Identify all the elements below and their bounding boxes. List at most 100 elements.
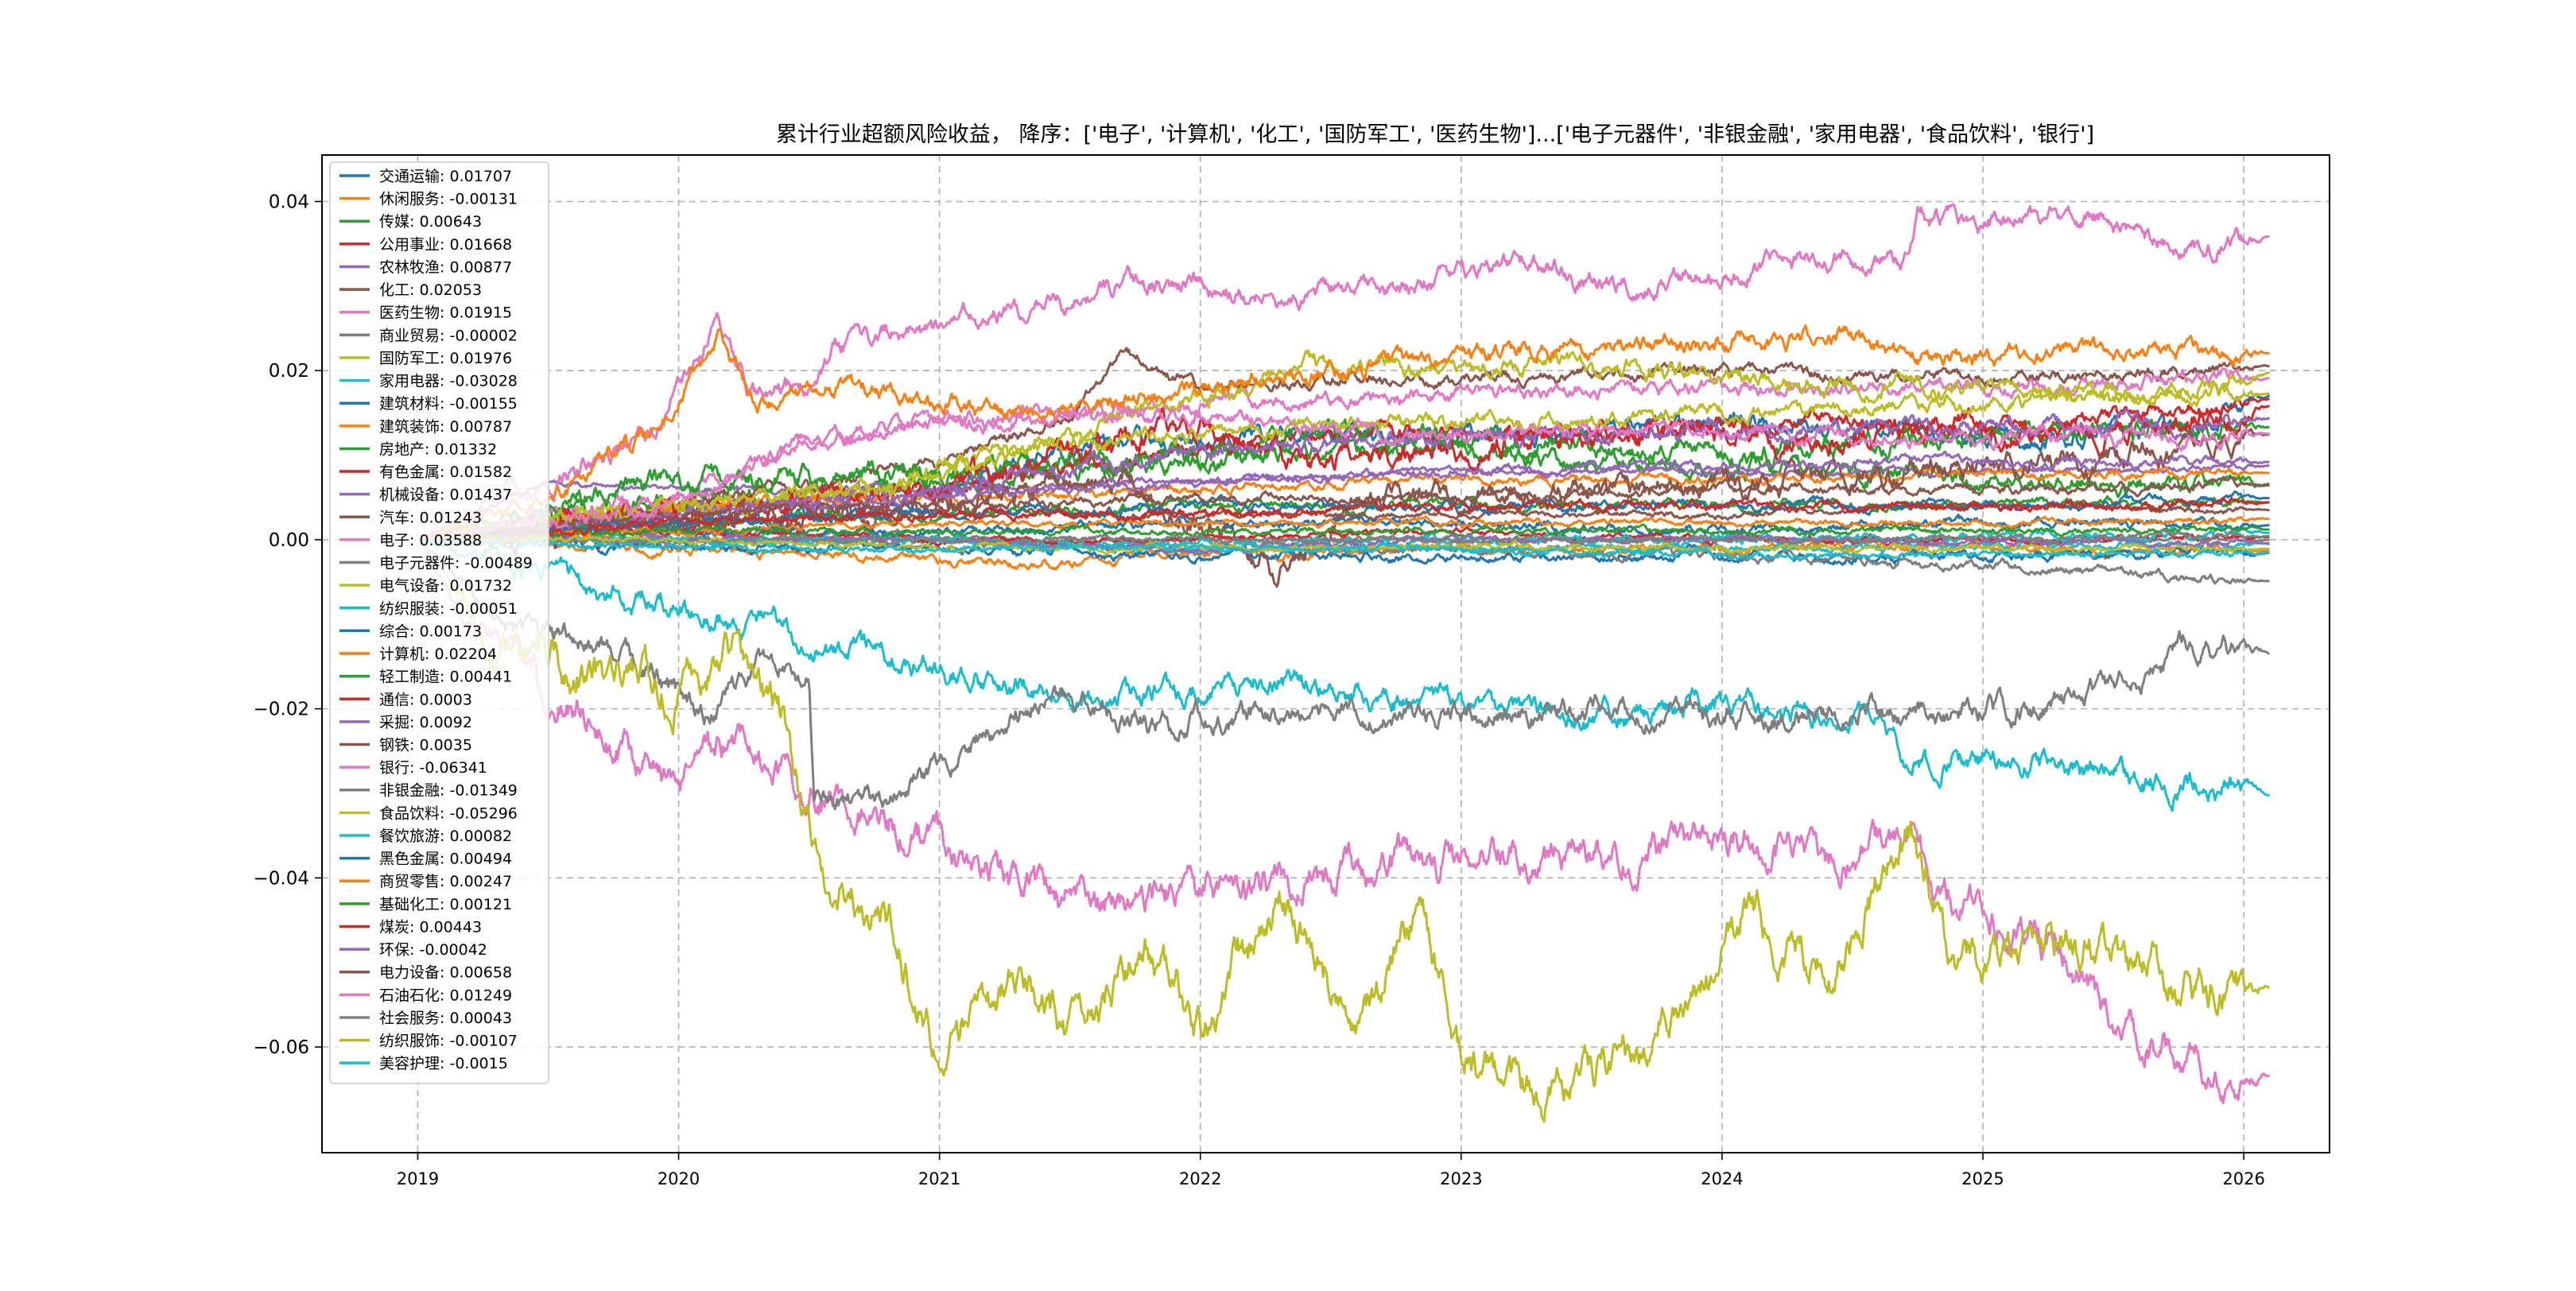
legend-name: 医药生物: 0.01915: [379, 304, 512, 322]
legend-value: 0.01707: [449, 168, 512, 185]
legend-name: 采掘: 0.0092: [379, 714, 472, 731]
legend-separator: :: [440, 1055, 449, 1072]
legend-value: 0.00658: [449, 964, 512, 982]
legend-separator: :: [440, 168, 449, 185]
legend-name: 黑色金属: 0.00494: [379, 851, 512, 868]
legend-name: 非银金融: -0.01349: [379, 782, 518, 800]
series-line: [418, 538, 2270, 561]
legend-value: 0.00082: [449, 828, 512, 845]
legend-box: [329, 161, 549, 1084]
series-lines: [417, 203, 2271, 1123]
legend-name: 电子元器件: -0.00489: [379, 555, 533, 572]
legend-name: 电气设备: 0.01732: [379, 577, 512, 595]
legend-value: 0.0092: [419, 714, 471, 731]
legend-value: 0.00247: [449, 873, 512, 890]
legend-separator: :: [455, 555, 464, 572]
legend-separator: :: [409, 509, 419, 526]
legend-value: -0.00042: [419, 941, 487, 959]
legend-value: 0.00877: [449, 258, 512, 276]
legend-name: 交通运输: 0.01707: [379, 168, 512, 185]
legend-name: 汽车: 0.01243: [379, 509, 482, 526]
series-line: [418, 533, 2270, 555]
y-tick-label: 0.02: [269, 361, 309, 382]
legend-value: 0.00121: [449, 896, 512, 913]
legend-value: 0.00787: [449, 418, 512, 436]
legend-separator: :: [440, 873, 449, 890]
y-tick-label: −0.04: [254, 868, 309, 889]
legend-name: 餐饮旅游: 0.00082: [379, 828, 512, 845]
x-tick-label: 2023: [1440, 1169, 1482, 1188]
legend-value: -0.01349: [449, 782, 517, 800]
legend-separator: :: [409, 941, 419, 959]
legend-separator: :: [440, 327, 449, 344]
legend-value: -0.00131: [449, 191, 517, 208]
legend-name: 家用电器: -0.03028: [379, 373, 518, 390]
y-tick-label: −0.02: [254, 700, 309, 720]
legend-value: 0.02053: [419, 281, 482, 299]
legend-value: -0.00002: [449, 327, 517, 344]
legend-separator: :: [440, 782, 449, 800]
legend-name: 煤炭: 0.00443: [379, 918, 482, 936]
legend-name: 休闲服务: -0.00131: [379, 191, 518, 208]
legend-separator: :: [425, 646, 434, 663]
legend-name: 建筑装饰: 0.00787: [379, 418, 512, 436]
legend-separator: :: [440, 896, 449, 913]
legend-value: 0.01243: [419, 509, 482, 526]
y-tick-label: −0.06: [254, 1037, 309, 1058]
legend-name: 传媒: 0.00643: [379, 213, 482, 231]
legend-separator: :: [440, 1033, 449, 1050]
legend-name: 电子: 0.03588: [379, 532, 482, 549]
legend-value: -0.03028: [449, 373, 517, 390]
series-line: [417, 540, 2270, 1123]
legend-value: 0.01915: [449, 304, 512, 322]
legend-separator: :: [409, 691, 419, 708]
legend-name: 国防军工: 0.01976: [379, 350, 512, 367]
legend-name: 电力设备: 0.00658: [379, 964, 512, 982]
y-tick-label: 0.04: [269, 192, 309, 212]
legend-separator: :: [409, 281, 419, 299]
legend-value: -0.00489: [464, 555, 532, 572]
legend-value: 0.01976: [449, 350, 512, 367]
legend-separator: :: [440, 418, 449, 436]
legend-value: 0.00643: [419, 213, 482, 231]
legend-separator: :: [440, 577, 449, 595]
legend-name: 食品饮料: -0.05296: [379, 804, 518, 822]
legend-separator: :: [409, 737, 419, 754]
x-tick-label: 2022: [1179, 1169, 1221, 1188]
series-line: [417, 203, 2270, 541]
legend-name: 石油石化: 0.01249: [379, 987, 512, 1004]
series-line: [418, 524, 2270, 585]
legend-value: 0.01582: [449, 463, 512, 481]
legend-value: 0.01668: [449, 236, 512, 254]
legend-separator: :: [440, 1010, 449, 1027]
series-line: [418, 476, 2270, 541]
legend-name: 银行: -0.06341: [379, 759, 487, 777]
legend-value: 0.03588: [419, 532, 482, 549]
legend-separator: :: [440, 350, 449, 367]
x-tick-label: 2026: [2222, 1169, 2264, 1188]
legend-separator: :: [440, 191, 449, 208]
legend-value: -0.0015: [449, 1055, 507, 1072]
legend-value: 0.00443: [419, 918, 482, 936]
legend-name: 纺织服装: -0.00051: [379, 600, 518, 618]
legend-name: 钢铁: 0.0035: [379, 737, 472, 754]
legend-separator: :: [409, 532, 419, 549]
series-line: [417, 418, 2270, 541]
legend-separator: :: [440, 463, 449, 481]
legend-value: 0.00043: [449, 1010, 512, 1027]
legend-separator: :: [440, 851, 449, 868]
legend-value: -0.06341: [419, 759, 487, 777]
legend-value: 0.00173: [419, 622, 482, 640]
legend-name: 机械设备: 0.01437: [379, 487, 512, 504]
legend-separator: :: [409, 714, 419, 731]
legend-name: 公用事业: 0.01668: [379, 236, 512, 254]
x-tick-label: 2020: [658, 1169, 700, 1188]
legend-value: -0.05296: [449, 804, 517, 822]
series-line: [418, 407, 2270, 541]
x-tick-label: 2019: [397, 1169, 439, 1188]
series-line: [418, 367, 2270, 542]
legend-separator: :: [440, 600, 449, 618]
legend-value: 0.00494: [449, 851, 512, 868]
